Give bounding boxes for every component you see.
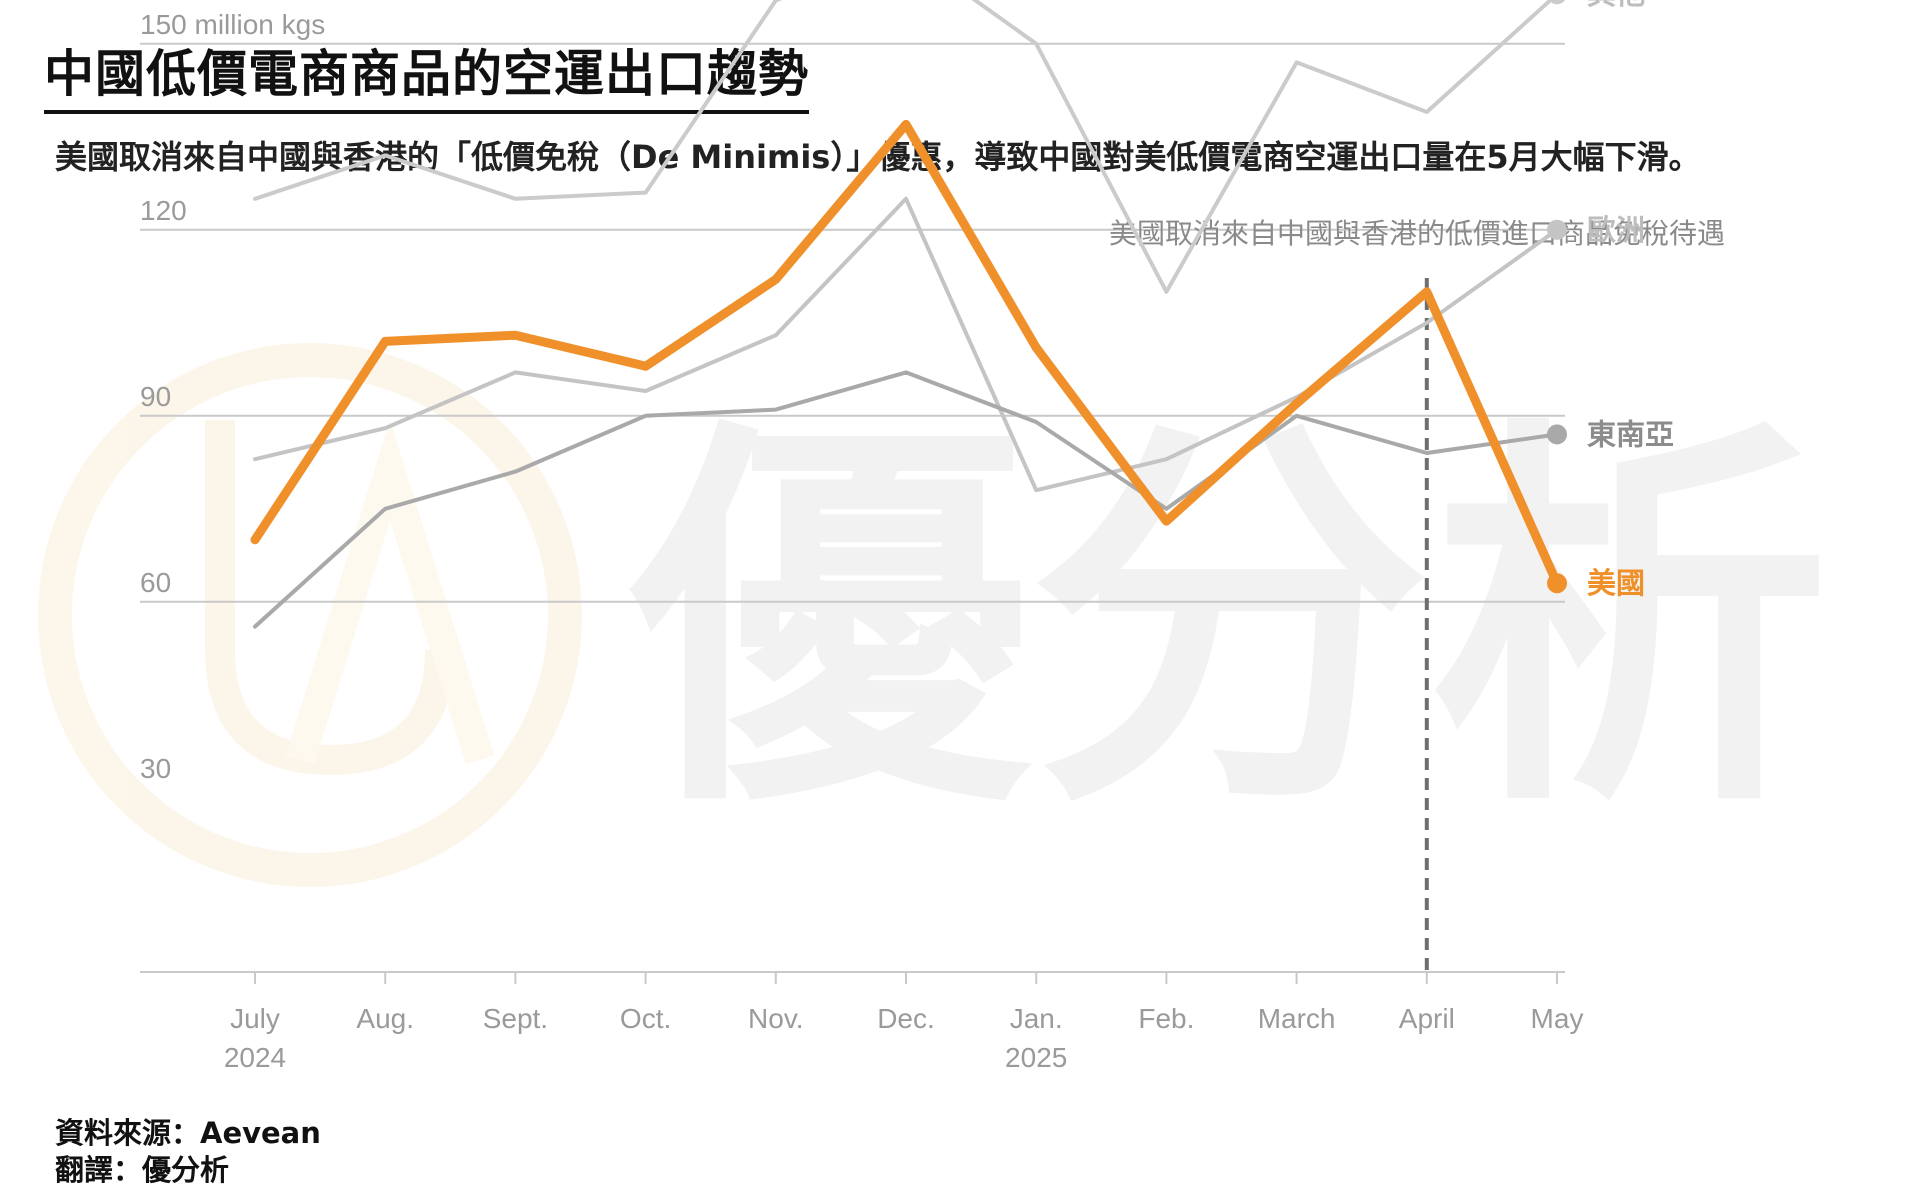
- data-point-southeast_asia: [1547, 424, 1567, 445]
- data-point-us: [1547, 573, 1567, 594]
- series-label-europe: 歐洲: [1587, 213, 1645, 247]
- y-tick-label: 30: [140, 753, 171, 784]
- y-tick-label: 60: [140, 567, 171, 598]
- translator-note: 翻譯：優分析: [55, 1153, 230, 1187]
- watermark-logo: [38, 343, 582, 887]
- x-tick-label: Sept.: [483, 1003, 548, 1034]
- data-point-other: [1548, 0, 1566, 5]
- x-tick-label: April: [1399, 1003, 1455, 1034]
- x-tick-label: Nov.: [748, 1003, 804, 1034]
- chart-title: 中國低價電商商品的空運出口趨勢: [44, 34, 809, 114]
- x-tick-label: March: [1258, 1003, 1336, 1034]
- x-year-label: 2024: [224, 1042, 286, 1073]
- data-point-europe: [1547, 219, 1567, 240]
- x-tick-label: July: [230, 1003, 280, 1034]
- y-tick-label: 150 million kgs: [140, 9, 325, 40]
- series-label-us: 美國: [1587, 566, 1645, 600]
- x-tick-label: Oct.: [620, 1003, 671, 1034]
- x-tick-label: Jan.: [1010, 1003, 1063, 1034]
- series-label-other: 其他: [1587, 0, 1645, 11]
- series-line-other: [253, 0, 1554, 294]
- series-label-southeast_asia: 東南亞: [1587, 417, 1674, 451]
- y-tick-label: 90: [140, 381, 171, 412]
- x-tick-label: Feb.: [1138, 1003, 1194, 1034]
- x-tick-label: Aug.: [356, 1003, 414, 1034]
- watermark-text: 優分析: [624, 390, 1830, 855]
- source-note: 資料來源：Aevean: [55, 1116, 321, 1150]
- x-tick-label: Dec.: [877, 1003, 935, 1034]
- x-tick-label: May: [1531, 1003, 1584, 1034]
- y-tick-label: 120: [140, 195, 187, 226]
- x-year-label: 2025: [1005, 1042, 1067, 1073]
- annotation-label: 美國取消來自中國與香港的低價進口商品免稅待遇: [1109, 217, 1725, 250]
